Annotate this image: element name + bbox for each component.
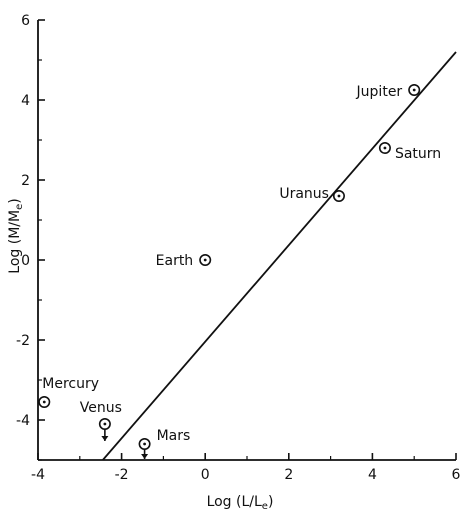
- x-tick-label: 0: [201, 467, 210, 483]
- data-point-mars: Mars: [138, 428, 191, 459]
- x-tick-label: 6: [452, 467, 461, 483]
- y-tick-label: -2: [16, 333, 30, 349]
- fit-line: [102, 51, 457, 461]
- point-label: Uranus: [279, 186, 329, 202]
- x-ticks: -4 -2 0 2 4 6: [31, 453, 461, 483]
- x-tick-label: 4: [368, 467, 377, 483]
- point-center-dot: [42, 400, 46, 404]
- point-center-dot: [383, 146, 387, 150]
- point-label: Saturn: [395, 146, 441, 162]
- y-tick-label: 4: [21, 93, 30, 109]
- data-point-saturn: Saturn: [378, 142, 441, 162]
- upper-limit-arrowhead: [141, 454, 149, 459]
- x-tick-label: -4: [31, 467, 45, 483]
- data-point-venus: Venus: [80, 400, 122, 441]
- x-tick-label: 2: [284, 467, 293, 483]
- point-center-dot: [143, 442, 146, 446]
- point-label: Jupiter: [356, 84, 403, 100]
- y-tick-label: 0: [21, 253, 30, 269]
- upper-limit-arrowhead: [101, 436, 109, 441]
- data-points: Jupiter Saturn Uranus Earth Mercury Venus Mars: [38, 84, 441, 459]
- y-tick-label: 2: [21, 173, 30, 189]
- data-point-mercury: Mercury: [38, 376, 99, 408]
- data-point-jupiter: Jupiter: [356, 84, 421, 100]
- point-center-dot: [203, 258, 207, 262]
- point-label: Mercury: [42, 376, 99, 392]
- x-tick-label: -2: [115, 467, 129, 483]
- y-tick-label: -4: [16, 413, 30, 429]
- point-center-dot: [412, 88, 416, 92]
- point-label: Mars: [157, 428, 191, 444]
- point-label: Venus: [80, 400, 122, 416]
- y-axis-label: Log (M/Me): [7, 198, 25, 273]
- point-label: Earth: [156, 253, 194, 269]
- y-tick-label: 6: [21, 13, 30, 29]
- point-center-dot: [337, 194, 341, 198]
- data-point-uranus: Uranus: [279, 186, 345, 203]
- y-ticks: -4 -2 0 2 4 6: [16, 13, 45, 461]
- point-center-dot: [103, 422, 107, 426]
- x-axis-label: Log (L/Le): [207, 494, 274, 512]
- data-point-earth: Earth: [156, 253, 212, 269]
